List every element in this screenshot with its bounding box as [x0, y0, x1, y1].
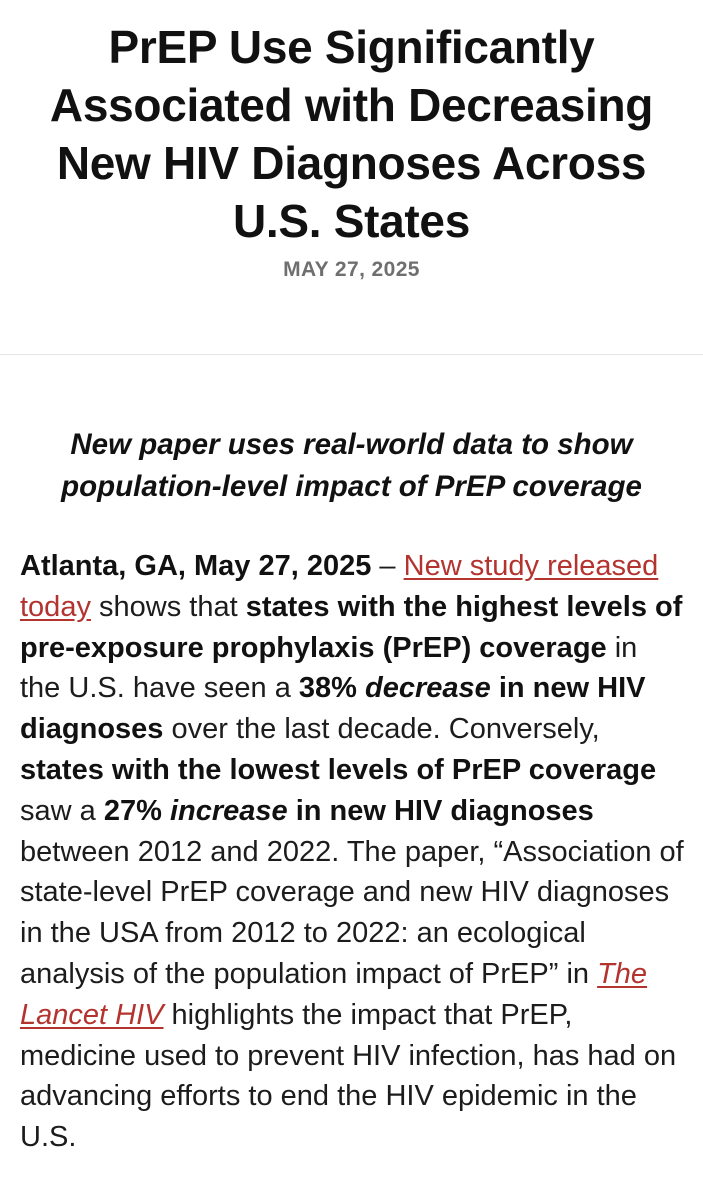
body-text-5: between 2012 and 2022. The paper, “Assoc…: [20, 835, 684, 990]
article-body: Atlanta, GA, May 27, 2025 – New study re…: [20, 546, 685, 1158]
lancet-hiv-link[interactable]: The Lancet HIV: [20, 957, 648, 1031]
new-study-link[interactable]: New study released today: [20, 550, 659, 623]
body-text-4: saw a: [20, 794, 104, 827]
body-text-6: highlights the impact that PrEP, medicin…: [20, 998, 677, 1154]
highlight-highest-coverage: states with the highest levels of pre-ex…: [20, 590, 683, 664]
dateline: Atlanta, GA, May 27, 2025: [20, 550, 372, 582]
article-date: MAY 27, 2025: [283, 258, 420, 281]
highlight-38-value: 38%: [298, 672, 366, 705]
highlight-38-percent: 38% decrease in new HIV diagnoses: [20, 672, 645, 745]
body-text-3: over the last decade. Conversely,: [163, 713, 600, 746]
article-title: PrEP Use Significantly Associated with D…: [49, 21, 654, 247]
header-divider: [0, 354, 703, 355]
highlight-38-rest: in new HIV diagnoses: [20, 672, 646, 746]
highlight-decrease-word: decrease: [365, 672, 491, 705]
body-dash: –: [371, 550, 404, 582]
highlight-27-value: 27%: [103, 794, 170, 827]
body-text-2: in the U.S. have seen a: [20, 631, 638, 705]
body-text-1: shows that: [90, 590, 246, 623]
highlight-increase-word: increase: [169, 794, 288, 827]
highlight-27-percent: 27% increase in new HIV diagnoses: [104, 795, 594, 827]
highlight-lowest-coverage: states with the lowest levels of PrEP co…: [20, 753, 657, 786]
article-subtitle: New paper uses real-world data to show p…: [61, 428, 642, 503]
highlight-27-rest: in new HIV diagnoses: [287, 794, 594, 827]
